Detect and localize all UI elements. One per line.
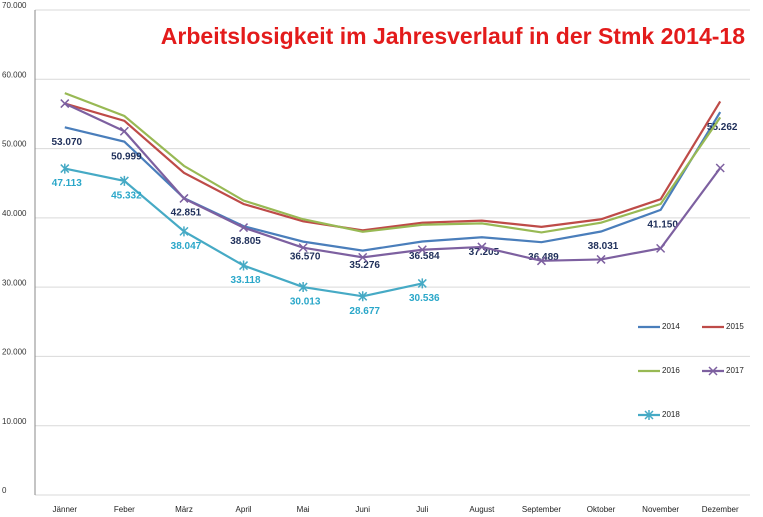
series-line [64,111,722,252]
legend-label: 2015 [726,322,744,331]
y-tick-label: 60.000 [2,70,27,79]
chart-title: Arbeitslosigkeit im Jahresverlauf in der… [161,23,745,49]
x-tick-label: April [236,505,252,514]
point-marker [119,175,129,186]
point-marker [715,163,725,173]
point-marker [179,226,189,237]
point-marker [477,242,487,252]
point-marker [60,99,70,109]
legend-label: 2018 [662,410,680,419]
point-marker [179,193,189,203]
data-label: 33.118 [231,275,261,286]
x-tick-label: August [469,505,495,514]
data-label: 30.013 [290,297,321,308]
data-label: 35.276 [349,260,380,271]
x-tick-label: September [522,505,561,514]
data-label: 53.070 [51,137,82,148]
point-marker [536,256,546,266]
series-line [64,92,722,234]
point-marker [119,126,129,136]
data-label: 28.677 [349,306,380,317]
legend-label: 2017 [726,366,744,375]
point-marker [656,243,666,253]
series-line [64,100,722,232]
point-marker [596,254,606,264]
point-marker [239,223,249,233]
y-tick-label: 30.000 [2,278,27,287]
y-tick-label: 70.000 [2,1,27,10]
data-label: 50.999 [111,151,142,162]
x-tick-label: Feber [114,505,135,514]
point-marker [298,282,308,293]
series-line [64,102,722,262]
legend-label: 2016 [662,366,680,375]
data-label: 41.150 [647,220,678,231]
point-marker [417,278,427,289]
y-tick-label: 10.000 [2,417,27,426]
x-tick-label: Jänner [53,505,78,514]
data-label: 37.205 [469,247,500,258]
data-label: 55.262 [707,122,738,133]
y-tick-label: 40.000 [2,209,27,218]
point-marker [708,366,718,376]
data-label: 38.031 [588,241,619,252]
data-label: 38.047 [171,241,202,252]
x-tick-label: Juli [416,505,428,514]
x-tick-label: März [175,505,193,514]
data-label: 36.584 [409,251,440,262]
data-label: 42.851 [171,208,202,219]
legend-label: 2014 [662,322,680,331]
data-label: 36.570 [290,251,321,262]
x-tick-label: November [642,505,679,514]
y-tick-label: 20.000 [2,348,27,357]
x-tick-label: Mai [297,505,310,514]
y-tick-label: 0 [2,486,7,495]
point-marker [644,410,654,420]
point-marker [417,245,427,255]
x-tick-label: Dezember [702,505,739,514]
data-label: 36.489 [528,252,559,263]
data-label: 47.113 [52,178,82,189]
point-marker [60,163,70,174]
data-label: 38.805 [230,236,261,247]
point-marker [358,291,368,302]
data-label: 45.332 [111,191,142,202]
x-tick-label: Juni [355,505,370,514]
point-marker [358,252,368,262]
x-tick-label: Oktober [587,505,616,514]
y-tick-label: 50.000 [2,140,27,149]
point-marker [239,260,249,271]
data-label: 30.536 [409,293,440,304]
point-marker [298,243,308,253]
